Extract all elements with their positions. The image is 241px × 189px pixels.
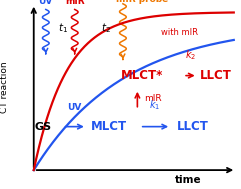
- Text: GS: GS: [35, 122, 52, 132]
- Text: mIR: mIR: [145, 94, 162, 103]
- Text: LLCT: LLCT: [200, 69, 232, 82]
- Text: MLCT*: MLCT*: [120, 69, 163, 82]
- Text: $t_2$: $t_2$: [101, 21, 111, 35]
- Text: MLCT: MLCT: [90, 120, 127, 133]
- Text: $k_2$: $k_2$: [185, 49, 196, 62]
- Text: $k_1$: $k_1$: [149, 98, 160, 112]
- Text: mIR: mIR: [65, 0, 85, 6]
- Text: time: time: [175, 175, 201, 185]
- Text: CT reaction: CT reaction: [0, 61, 9, 113]
- Text: with mIR: with mIR: [161, 28, 199, 37]
- Text: UV: UV: [39, 0, 53, 6]
- Text: LLCT: LLCT: [177, 120, 209, 133]
- Text: mIR probe: mIR probe: [116, 0, 168, 4]
- Text: $t_1$: $t_1$: [58, 21, 68, 35]
- Text: UV: UV: [67, 102, 82, 112]
